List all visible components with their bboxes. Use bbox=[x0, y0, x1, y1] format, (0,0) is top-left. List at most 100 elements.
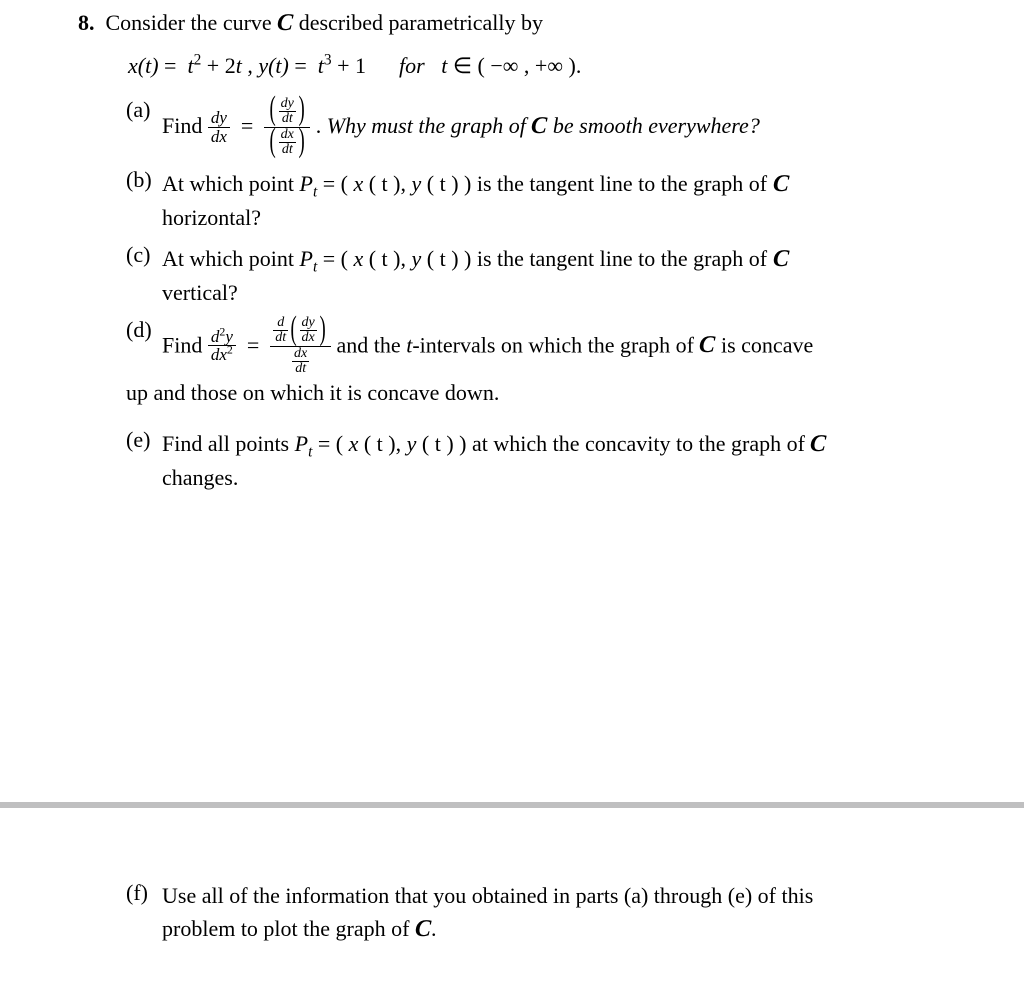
d-dy: dy bbox=[300, 316, 317, 330]
b-y: y bbox=[412, 171, 422, 196]
e-1a: Find all points bbox=[162, 431, 295, 456]
part-a: (a) Find dy dx = (dydt) (dxdt) . Why mus… bbox=[126, 97, 946, 159]
part-a-body: Find dy dx = (dydt) (dxdt) . Why must th… bbox=[162, 97, 946, 159]
for: for bbox=[399, 53, 425, 78]
c-1a: At which point bbox=[162, 246, 300, 271]
part-d-label: (d) bbox=[126, 317, 162, 343]
dxdt: dxdt bbox=[279, 128, 296, 157]
part-f-label: (f) bbox=[126, 880, 162, 906]
e-1c: at which the concavity to the graph of bbox=[472, 431, 810, 456]
c-x: x bbox=[353, 246, 363, 271]
f-period: . bbox=[431, 916, 437, 941]
curve-symbol-f: C bbox=[414, 912, 432, 947]
lp2: ( bbox=[270, 126, 276, 157]
d-line1: Find d2y dx2 = ddt(dydx) dxdt and the t-… bbox=[162, 317, 946, 378]
d-dx: dx bbox=[300, 330, 317, 345]
d-sup2b: 2 bbox=[227, 343, 233, 357]
part-f: (f) Use all of the information that you … bbox=[126, 880, 946, 947]
part-d-body: Find d2y dx2 = ddt(dydx) dxdt and the t-… bbox=[162, 317, 946, 409]
part-e: (e) Find all points Pt = ( x ( t ), y ( … bbox=[126, 427, 946, 494]
domain: ∈ ( −∞ , +∞ ). bbox=[453, 53, 582, 78]
a-why: Why must the graph of bbox=[327, 113, 532, 138]
ratio-frac: (dydt) (dxdt) bbox=[264, 96, 310, 158]
part-a-label: (a) bbox=[126, 97, 162, 123]
a-dx: dx bbox=[208, 127, 230, 146]
e-x: x bbox=[349, 431, 359, 456]
c-t: ( t ), bbox=[363, 246, 411, 271]
rp1: ) bbox=[298, 94, 304, 125]
page-separator bbox=[0, 802, 1024, 808]
intro-text-b: described parametrically by bbox=[299, 10, 543, 35]
c-t2: ( t ) ) bbox=[421, 246, 471, 271]
c-l2: vertical? bbox=[162, 280, 238, 305]
plus2: + 2 bbox=[207, 53, 236, 78]
curve-symbol-d: C bbox=[699, 328, 717, 363]
ddt: ddt bbox=[273, 316, 288, 345]
e-Pt: t bbox=[308, 443, 312, 460]
b-1b: = ( bbox=[323, 171, 354, 196]
a-dy2: dy bbox=[279, 97, 296, 111]
e-1b: = ( bbox=[318, 431, 349, 456]
part-c-label: (c) bbox=[126, 242, 162, 268]
a-tail: be smooth everywhere? bbox=[553, 113, 760, 138]
c-1b: = ( bbox=[323, 246, 354, 271]
d-dx2: dx bbox=[211, 345, 227, 364]
part-d: (d) Find d2y dx2 = ddt(dydx) dxdt bbox=[126, 317, 946, 409]
t-var: t bbox=[441, 53, 447, 78]
a-dt1: dt bbox=[279, 111, 296, 126]
c-y: y bbox=[412, 246, 422, 271]
a-dx2: dx bbox=[279, 128, 296, 142]
d2ydx2: d2y dx2 bbox=[208, 328, 236, 365]
b-t: ( t ), bbox=[363, 171, 411, 196]
a-dy: dy bbox=[208, 109, 230, 127]
rp2: ) bbox=[298, 126, 304, 157]
d2y-den: dx2 bbox=[208, 345, 236, 364]
b-x: x bbox=[353, 171, 363, 196]
e-t: ( t ), bbox=[358, 431, 406, 456]
rp3: ) bbox=[319, 314, 325, 345]
d-d: d bbox=[273, 316, 288, 330]
ratio-den: (dxdt) bbox=[264, 127, 310, 159]
dxdt2: dxdt bbox=[292, 347, 309, 376]
comma: , bbox=[247, 53, 258, 78]
e-t2: ( t ) ) bbox=[416, 431, 466, 456]
lp3: ( bbox=[291, 314, 297, 345]
curve-symbol-a: C bbox=[530, 109, 548, 144]
f-l2: problem to plot the graph of bbox=[162, 916, 415, 941]
curve-symbol: C bbox=[276, 10, 293, 37]
spacer-de bbox=[78, 417, 946, 427]
c-P: P bbox=[300, 246, 313, 271]
d-rest1: and the bbox=[337, 332, 407, 357]
dydt: dydt bbox=[279, 97, 296, 126]
t2: t bbox=[236, 53, 242, 78]
d-dx3: dx bbox=[292, 347, 309, 361]
part-e-body: Find all points Pt = ( x ( t ), y ( t ) … bbox=[162, 427, 946, 494]
e-y: y bbox=[407, 431, 417, 456]
part-b-body: At which point Pt = ( x ( t ), y ( t ) )… bbox=[162, 167, 946, 234]
dy-dx-frac: dy dx bbox=[208, 109, 230, 146]
plus1: + 1 bbox=[337, 53, 366, 78]
big-num: ddt(dydx) bbox=[270, 316, 331, 347]
curve-symbol-b: C bbox=[772, 167, 790, 202]
part-c: (c) At which point Pt = ( x ( t ), y ( t… bbox=[126, 242, 946, 309]
c-Pt: t bbox=[313, 258, 317, 275]
f-l1: Use all of the information that you obta… bbox=[162, 883, 813, 908]
problem-number: 8. bbox=[78, 10, 95, 35]
c-1c: is the tangent line to the graph of bbox=[477, 246, 773, 271]
e-l2: changes. bbox=[162, 465, 238, 490]
lp1: ( bbox=[270, 94, 276, 125]
part-b-label: (b) bbox=[126, 167, 162, 193]
a-find: Find bbox=[162, 113, 208, 138]
inner-dydx: dydx bbox=[300, 316, 317, 345]
parametric-equations: x(t) = t2 + 2t , y(t) = t3 + 1 for t ∈ (… bbox=[128, 53, 946, 79]
d-dt1: dt bbox=[273, 330, 288, 345]
x-of-t: x(t) bbox=[128, 53, 159, 78]
equals-2: = bbox=[294, 53, 312, 78]
d-find: Find bbox=[162, 332, 208, 357]
d-line2: up and those on which it is concave down… bbox=[126, 377, 946, 409]
b-Pt: t bbox=[313, 184, 317, 201]
part-b: (b) At which point Pt = ( x ( t ), y ( t… bbox=[126, 167, 946, 234]
b-1a: At which point bbox=[162, 171, 300, 196]
e-P: P bbox=[295, 431, 308, 456]
d-rest1b: -intervals on which the graph of bbox=[412, 332, 699, 357]
